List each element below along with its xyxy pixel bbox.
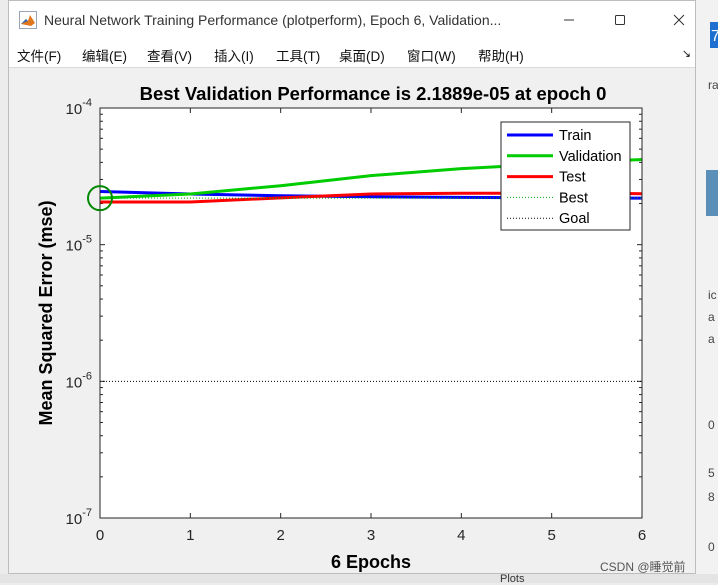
window-title: Neural Network Training Performance (plo… — [44, 12, 502, 28]
legend[interactable]: Train Validation Test Best Goal — [500, 121, 631, 231]
y-tick-label: 10-5 — [66, 234, 92, 255]
menu-view[interactable]: 查看(V) — [147, 49, 192, 64]
y-axis-label: Mean Squared Error (mse) — [36, 200, 56, 425]
minimize-button[interactable] — [549, 7, 589, 33]
close-icon — [673, 14, 685, 26]
x-axis-label: 6 Epochs — [331, 552, 411, 572]
title-bar[interactable]: Neural Network Training Performance (plo… — [9, 1, 695, 39]
background-text: 7 — [711, 28, 718, 45]
x-tick-label: 5 — [547, 527, 555, 544]
watermark: CSDN @睡觉前 — [600, 560, 686, 574]
x-tick-label: 3 — [367, 527, 375, 544]
maximize-button[interactable] — [600, 7, 640, 33]
legend-label-train: Train — [559, 128, 592, 144]
menu-edit[interactable]: 编辑(E) — [82, 49, 127, 64]
y-tick-label: 10-6 — [66, 370, 92, 391]
minimize-icon — [564, 19, 574, 21]
menu-bar: 文件(F) 编辑(E) 查看(V) 插入(I) 工具(T) 桌面(D) 窗口(W… — [9, 39, 695, 68]
legend-label-goal: Goal — [559, 211, 590, 227]
background-text: a — [708, 310, 715, 324]
background-text: 8 — [708, 490, 715, 504]
menu-insert[interactable]: 插入(I) — [214, 49, 254, 64]
figure-canvas: Best Validation Performance is 2.1889e-0… — [9, 68, 695, 573]
menu-desktop[interactable]: 桌面(D) — [339, 49, 385, 64]
legend-label-best: Best — [559, 190, 588, 206]
background-text: 5 — [708, 466, 715, 480]
y-tick-label: 10-7 — [66, 507, 92, 528]
menu-file[interactable]: 文件(F) — [17, 49, 62, 64]
menu-window[interactable]: 窗口(W) — [407, 49, 456, 64]
best-epoch-circle — [87, 185, 113, 212]
axis-ticks: 0 1 2 3 4 5 6 10-7 10-6 10-5 10-4 — [66, 97, 647, 544]
background-text: 0 — [708, 540, 715, 554]
menu-tools[interactable]: 工具(T) — [276, 49, 321, 64]
background-text: ic — [708, 288, 717, 302]
matlab-icon — [19, 11, 37, 29]
background-text: a — [708, 332, 715, 346]
performance-chart: Best Validation Performance is 2.1889e-0… — [36, 83, 647, 572]
background-plots-label: Plots — [500, 573, 525, 585]
best-epoch-marker — [87, 185, 113, 212]
x-tick-label: 1 — [186, 527, 194, 544]
legend-label-test: Test — [559, 170, 586, 186]
y-tick-label: 10-4 — [66, 97, 92, 118]
plot-border — [99, 107, 643, 519]
x-tick-label: 0 — [96, 527, 104, 544]
background-blue-tab — [710, 22, 718, 48]
background-blue-panel — [706, 170, 718, 216]
close-button[interactable] — [659, 7, 699, 33]
menu-help[interactable]: 帮助(H) — [478, 49, 524, 64]
maximize-icon — [615, 15, 625, 25]
x-tick-label: 4 — [457, 527, 465, 544]
dock-arrow-icon[interactable]: ↘ — [681, 48, 691, 60]
x-tick-label: 2 — [276, 527, 284, 544]
legend-label-validation: Validation — [559, 149, 622, 165]
x-tick-label: 6 — [638, 527, 646, 544]
background-text: 0 — [708, 418, 715, 432]
background-text: ra — [708, 78, 718, 92]
chart-title: Best Validation Performance is 2.1889e-0… — [140, 83, 607, 104]
figure-window: Neural Network Training Performance (plo… — [8, 0, 696, 574]
background-app-strip: 7 ra ic a a 0 5 8 0 — [696, 0, 718, 583]
background-bottom-bar: Plots — [0, 573, 718, 585]
